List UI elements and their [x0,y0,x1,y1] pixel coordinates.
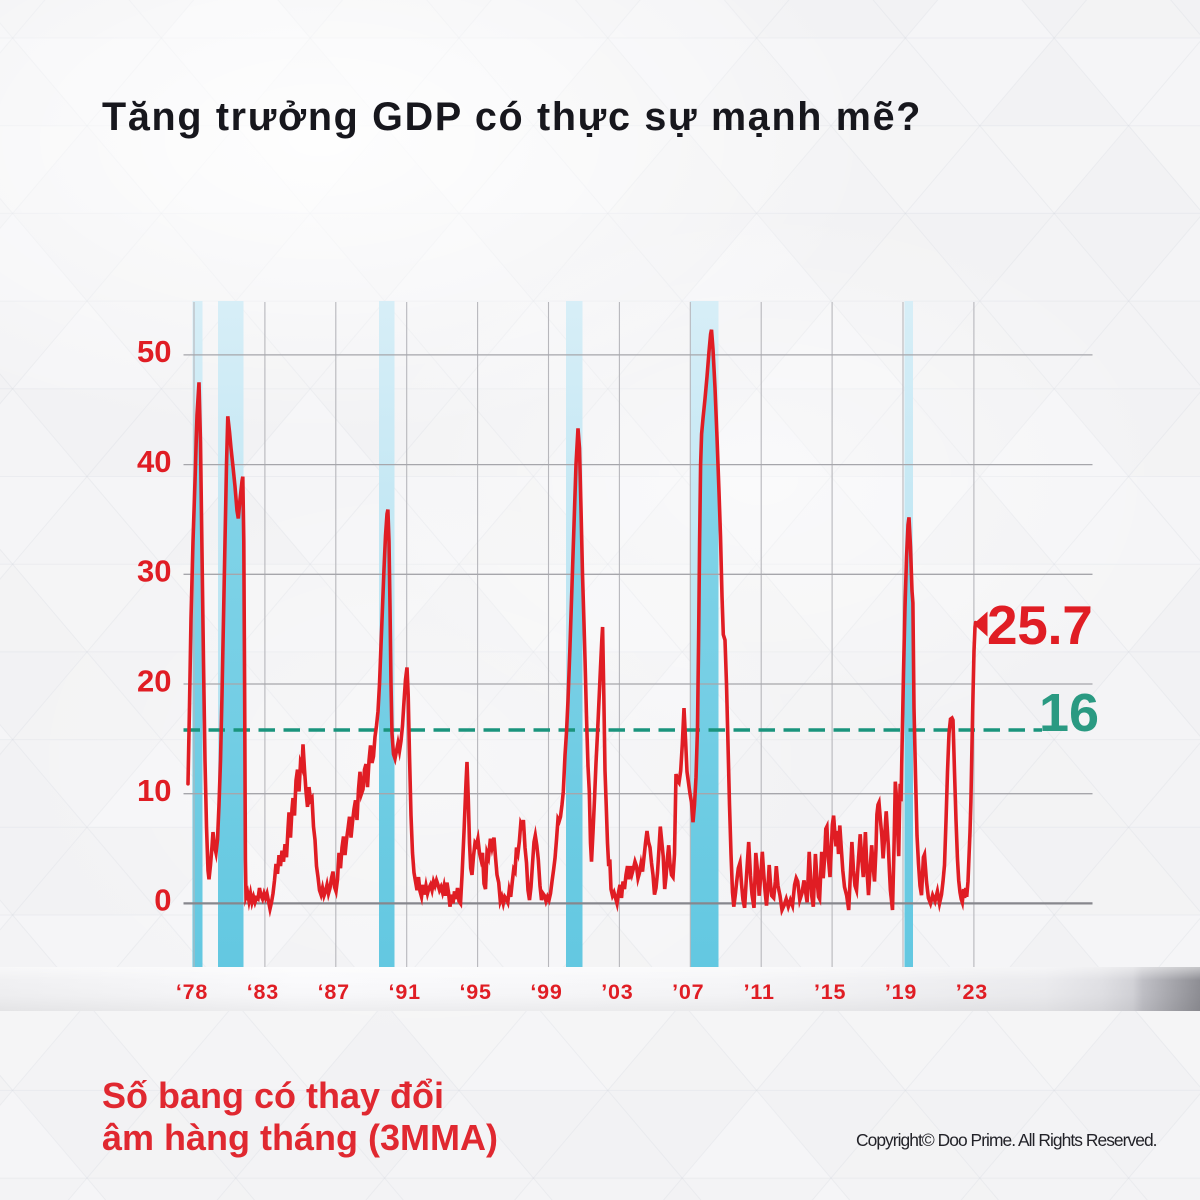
svg-text:’19: ’19 [885,980,917,1004]
svg-text:0: 0 [154,883,171,918]
svg-text:‘99: ‘99 [530,980,562,1004]
svg-text:10: 10 [137,773,171,808]
svg-text:‘91: ‘91 [389,980,421,1004]
svg-text:’23: ’23 [956,980,988,1004]
svg-text:’11: ’11 [744,980,775,1004]
svg-text:‘95: ‘95 [459,980,491,1004]
svg-text:’15: ’15 [814,980,846,1004]
svg-text:‘78: ‘78 [176,980,208,1004]
svg-text:50: 50 [137,334,171,369]
svg-text:’03: ’03 [601,980,633,1004]
svg-text:’07: ’07 [672,980,704,1004]
svg-text:40: 40 [137,444,171,479]
svg-text:‘83: ‘83 [247,980,279,1004]
svg-text:30: 30 [137,554,171,589]
svg-text:20: 20 [137,663,171,698]
svg-text:‘87: ‘87 [318,980,350,1004]
